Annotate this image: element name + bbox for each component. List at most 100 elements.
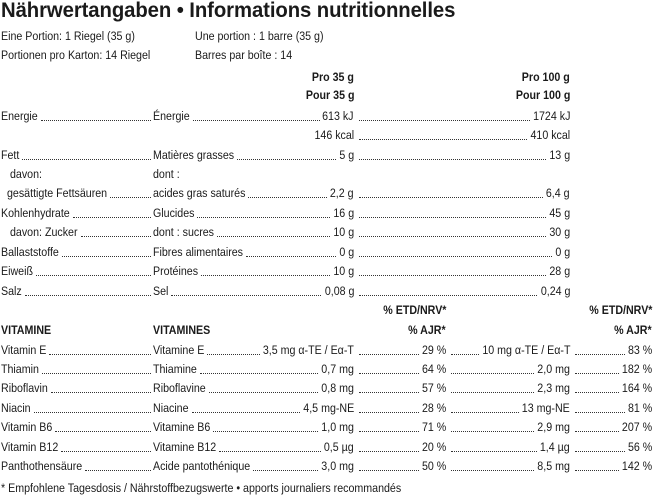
dot-leader — [237, 159, 337, 160]
dot-leader — [359, 354, 419, 355]
header-pct-100g-line2: % AJR* — [614, 323, 652, 337]
header-per-35g-fr: Pour 35 g — [305, 88, 354, 102]
vitamin-pct-35g: 64 % — [421, 362, 446, 376]
vitamin-label-fr: Acide pantothénique — [153, 459, 251, 473]
dot-leader — [40, 120, 151, 121]
dot-leader — [575, 451, 625, 452]
dot-leader — [208, 392, 319, 393]
dot-leader — [359, 159, 547, 160]
nutrient-value-35g: 5 g — [339, 148, 354, 162]
nutrient-label-de: Salz — [1, 284, 22, 298]
dot-leader — [22, 159, 151, 160]
dot-leader — [359, 236, 547, 237]
nutrient-value-100g: 13 g — [549, 148, 570, 162]
dot-leader — [359, 197, 544, 198]
dot-leader — [171, 295, 322, 296]
vitamin-value-35g: 3,0 mg — [321, 459, 354, 473]
nutrient-label-de: gesättigte Fettsäuren — [7, 186, 108, 200]
header-pct-35g-line2: % AJR* — [408, 323, 446, 337]
vitamin-value-100g: 10 mg α-TE / Eα-T — [481, 343, 570, 357]
vitamin-label-fr: Vitamine B12 — [153, 440, 217, 454]
nutrient-value-35g: 146 kcal — [314, 128, 354, 142]
nutrient-label-fr: acides gras saturés — [153, 186, 246, 200]
dot-leader — [575, 354, 625, 355]
vitamin-pct-35g: 71 % — [421, 420, 446, 434]
nutrient-label-fr: Protéines — [153, 264, 199, 278]
nutrient-label-fr: Fibres alimentaires — [153, 245, 244, 259]
dot-leader — [85, 470, 151, 471]
nutrient-label-de: davon: Zucker — [10, 225, 78, 239]
dot-leader — [217, 236, 331, 237]
dot-leader — [72, 217, 151, 218]
nutrient-value-35g: 10 g — [333, 264, 354, 278]
vitamins-heading-de: VITAMINE — [1, 323, 52, 337]
nutrient-value-100g: 0 g — [555, 245, 570, 259]
nutrient-value-35g: 2,2 g — [330, 186, 354, 200]
vitamin-label-de: Niacin — [1, 401, 31, 415]
dot-leader — [575, 392, 619, 393]
vitamin-pct-100g: 207 % — [621, 420, 652, 434]
dot-leader — [61, 256, 151, 257]
dot-leader — [451, 451, 538, 452]
dot-leader — [359, 470, 419, 471]
vitamin-label-de: Vitamin B12 — [1, 440, 59, 454]
dot-leader — [451, 392, 535, 393]
dot-leader — [49, 354, 151, 355]
vitamin-pct-100g: 182 % — [621, 362, 652, 376]
dot-leader — [192, 120, 320, 121]
vitamin-pct-35g: 57 % — [421, 381, 446, 395]
dot-leader — [41, 373, 151, 374]
dot-leader — [199, 373, 319, 374]
dot-leader — [575, 373, 619, 374]
vitamin-value-35g: 4,5 mg-NE — [303, 401, 354, 415]
nutrient-label-de: Ballaststoffe — [1, 245, 59, 259]
dot-leader — [207, 354, 260, 355]
dot-leader — [191, 412, 301, 413]
dot-leader — [451, 431, 535, 432]
vitamin-value-100g: 2,9 mg — [537, 420, 570, 434]
dot-leader — [24, 295, 151, 296]
dot-leader — [359, 120, 530, 121]
dot-leader — [359, 451, 419, 452]
dot-leader — [359, 373, 419, 374]
nutrient-value-100g: 410 kcal — [530, 128, 570, 142]
nutrient-value-35g: 0 g — [339, 245, 354, 259]
vitamin-pct-100g: 81 % — [627, 401, 652, 415]
dot-leader — [33, 412, 151, 413]
dot-leader — [246, 256, 337, 257]
vitamin-pct-35g: 20 % — [421, 440, 446, 454]
dot-leader — [80, 236, 151, 237]
dot-leader — [359, 275, 547, 276]
header-pct-100g-line1: % ETD/NRV* — [588, 303, 652, 317]
nutrient-value-35g: 16 g — [333, 206, 354, 220]
footnote: * Empfohlene Tagesdosis / Nährstoffbezug… — [1, 481, 402, 495]
dot-leader — [219, 451, 322, 452]
dot-leader — [253, 470, 319, 471]
vitamin-value-100g: 1,4 µg — [540, 440, 570, 454]
dot-leader — [55, 431, 151, 432]
dot-leader — [575, 431, 619, 432]
serving-size-fr: Une portion : 1 barre (35 g) — [195, 29, 324, 43]
dot-leader — [575, 412, 625, 413]
dot-leader — [359, 256, 553, 257]
vitamin-pct-35g: 29 % — [421, 343, 446, 357]
nutrient-value-35g: 10 g — [333, 225, 354, 239]
nutrient-value-35g: 613 kJ — [322, 109, 354, 123]
vitamins-heading-fr: VITAMINES — [153, 323, 211, 337]
vitamin-pct-100g: 56 % — [627, 440, 652, 454]
header-pct-35g-line1: % ETD/NRV* — [382, 303, 446, 317]
vitamin-label-de: Vitamin E — [1, 343, 47, 357]
vitamin-label-fr: Thiamine — [153, 362, 197, 376]
nutrient-label-fr: Énergie — [153, 109, 190, 123]
nutrient-label-fr: Glucides — [153, 206, 195, 220]
dot-leader — [197, 217, 331, 218]
dot-leader — [35, 275, 151, 276]
nutrient-label-de: Fett — [1, 148, 20, 162]
nutrient-label-de: Eiweiß — [1, 264, 33, 278]
dot-leader — [359, 392, 419, 393]
dot-leader — [359, 139, 528, 140]
vitamin-label-fr: Vitamine B6 — [153, 420, 211, 434]
dot-leader — [451, 470, 535, 471]
dot-leader — [575, 470, 619, 471]
nutrient-value-100g: 45 g — [549, 206, 570, 220]
